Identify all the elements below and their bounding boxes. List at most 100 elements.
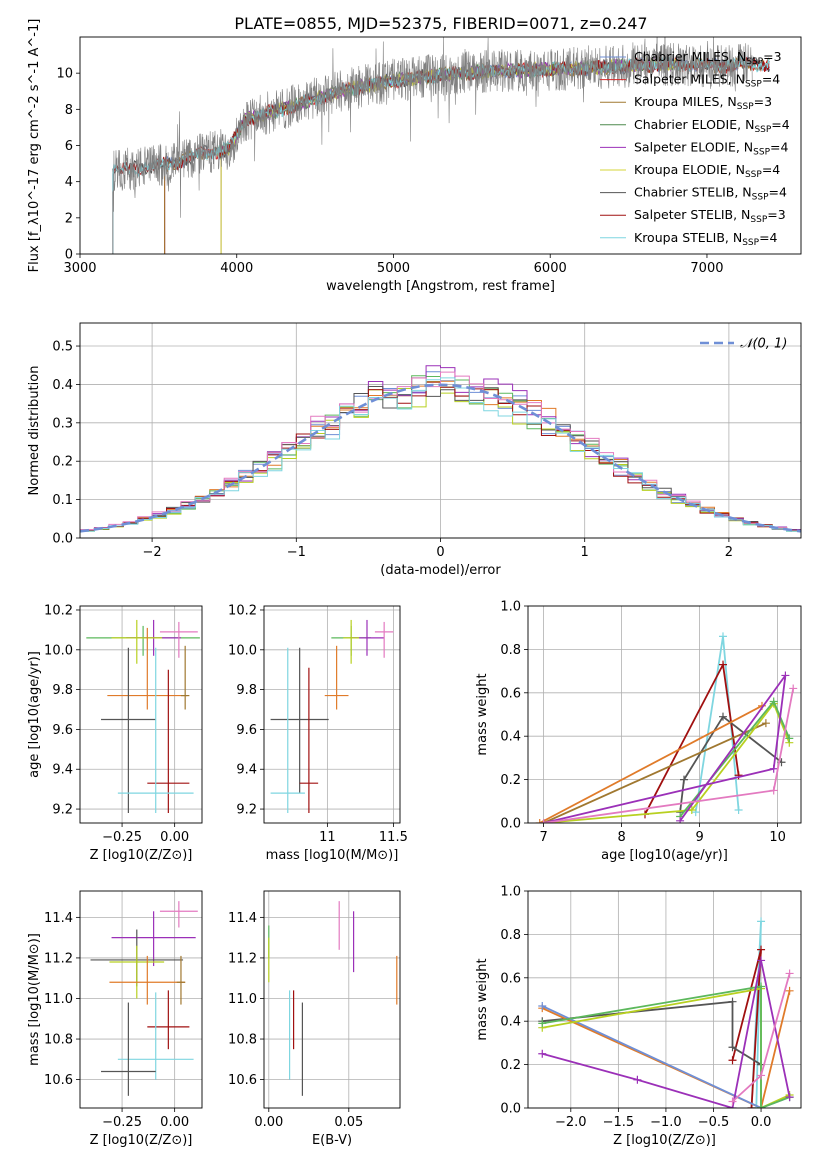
x-tick-label: 9 — [695, 830, 703, 845]
weight-marker — [719, 660, 727, 669]
y-tick-label: 10.2 — [228, 603, 257, 618]
x-tick-label: 0.00 — [160, 830, 189, 845]
y-tick-label: 0.6 — [500, 971, 521, 986]
weight-line — [542, 985, 790, 1108]
y-tick-label: 0.4 — [52, 378, 73, 393]
weight-marker — [728, 1043, 737, 1052]
weight-marker — [728, 1097, 737, 1106]
x-tick-label: −2 — [143, 545, 162, 560]
legend-label: Chabrier ELODIE, NSSP=4 — [634, 117, 790, 135]
plot-area — [90, 901, 198, 1096]
x-tick-label: 0.00 — [160, 1115, 189, 1130]
legend: Chabrier MILES, NSSP=3 Salpeter MILES, NS… — [600, 49, 790, 248]
y-tick-label: 0.8 — [500, 928, 521, 943]
x-tick-label: 7000 — [690, 261, 723, 276]
weight-line — [679, 715, 783, 813]
plot-area — [268, 901, 398, 1096]
y-tick-label: 9.2 — [236, 803, 257, 818]
weight-line — [539, 705, 763, 823]
x-tick-label: 0.0 — [751, 1115, 772, 1130]
y-tick-label: 0.0 — [52, 532, 73, 547]
y-tick-label: 10 — [56, 67, 73, 82]
model-spectrum-line — [220, 57, 676, 254]
weight-marker — [676, 816, 685, 823]
y-tick-label: 0.2 — [52, 455, 73, 470]
weight-marker — [538, 1019, 547, 1028]
weight-line — [543, 722, 767, 823]
legend-subscript: SSP — [750, 215, 767, 225]
axes-frame — [263, 605, 401, 824]
legend-label: 𝒩(0, 1) — [740, 337, 787, 352]
residuals-panel: −2 −1 0 1 2 0.0 0.1 0.2 0.3 0.4 0.5 𝒩(0, 1) (data-mo… — [27, 322, 802, 578]
y-tick-label: 0.0 — [500, 817, 521, 832]
legend: 𝒩(0, 1) — [700, 337, 787, 352]
y-tick-label: 10.0 — [44, 643, 73, 658]
x-tick-label: 10 — [769, 830, 786, 845]
x-tick-label: 1 — [581, 545, 589, 560]
weight-marker — [785, 734, 794, 743]
weight-vs-metallicity-panel: −2.0 −1.5 −1.0 −0.5 0.0 0.0 0.2 0.4 0.6 0.8 1.0 Z [… — [475, 885, 802, 1148]
x-tick-label: −0.25 — [102, 830, 142, 845]
y-axis-label: Flux [f_λ10^-17 erg cm^-2 s^-1 A^-1] — [27, 19, 42, 273]
legend-subscript: SSP — [745, 170, 762, 180]
x-tick-label: 5000 — [377, 261, 410, 276]
y-tick-label: 9.6 — [236, 723, 257, 738]
weight-marker — [757, 956, 766, 965]
x-tick-label: 11.5 — [379, 830, 408, 845]
model-spectrum-line — [112, 57, 770, 254]
x-tick-label: 8 — [617, 830, 625, 845]
y-tick-label: 1.0 — [500, 600, 521, 615]
histogram-step-line — [80, 377, 801, 531]
weight-marker — [538, 1049, 547, 1058]
x-tick-label: 6000 — [534, 261, 567, 276]
model-spectrum-line — [164, 55, 770, 254]
legend-subscript: SSP — [754, 125, 771, 135]
legend-label: Salpeter ELODIE, NSSP=4 — [634, 139, 789, 157]
y-tick-label: 11.0 — [44, 992, 73, 1007]
axes-frame — [263, 890, 401, 1109]
legend-suffix: =3 — [763, 49, 781, 64]
y-tick-label: 9.4 — [52, 763, 73, 778]
weight-marker — [728, 1056, 737, 1065]
weight-marker — [719, 632, 727, 641]
legend-label: Kroupa ELODIE, NSSP=4 — [634, 162, 780, 180]
x-tick-label: 4000 — [220, 261, 253, 276]
plot-area — [538, 917, 794, 1108]
y-tick-label: 11.4 — [44, 911, 73, 926]
y-tick-label: 0.1 — [52, 493, 73, 508]
y-tick-label: 11.0 — [228, 992, 257, 1007]
axes-frame — [79, 890, 203, 1109]
y-tick-label: 10.0 — [228, 643, 257, 658]
y-tick-label: 0.2 — [500, 773, 521, 788]
y-tick-label: 9.4 — [236, 763, 257, 778]
age-vs-mass-panel: 11 11.5 9.2 9.4 9.6 9.8 10.0 10.2 mass [log10(M/… — [228, 603, 408, 863]
y-tick-label: 0.5 — [52, 340, 73, 355]
weight-line — [542, 1000, 762, 1066]
weight-marker — [747, 1104, 756, 1108]
plot-area — [270, 619, 394, 814]
y-tick-label: 9.2 — [52, 803, 73, 818]
x-tick-label: −0.5 — [698, 1115, 730, 1130]
y-tick-label: 0.6 — [500, 686, 521, 701]
x-tick-label: −0.25 — [102, 1115, 142, 1130]
weight-marker — [769, 697, 778, 706]
y-tick-label: 0 — [65, 248, 73, 263]
x-tick-label: 0.00 — [254, 1115, 283, 1130]
legend-label: Kroupa STELIB, NSSP=4 — [634, 230, 778, 248]
weight-marker — [535, 819, 544, 823]
weight-marker — [785, 986, 794, 995]
y-axis-label: mass [log10(M/M⊙)] — [27, 933, 42, 1066]
legend-subscript: SSP — [745, 80, 762, 90]
x-axis-label: wavelength [Angstrom, rest frame] — [326, 279, 555, 294]
y-tick-label: 1.0 — [500, 885, 521, 900]
y-tick-label: 10.8 — [228, 1033, 257, 1048]
mass-vs-ebv-panel: 0.00 0.05 10.6 10.8 11.0 11.2 11.4 E(B-V) — [228, 890, 401, 1148]
plot-area — [80, 365, 801, 533]
legend-subscript: SSP — [746, 57, 763, 67]
x-axis-label: Z [log10(Z/Z⊙)] — [90, 1133, 193, 1148]
weight-marker — [728, 997, 737, 1006]
weight-line — [644, 661, 740, 815]
legend-subscript: SSP — [752, 193, 769, 203]
weight-line — [543, 674, 787, 823]
model-spectrum-line — [164, 56, 770, 254]
